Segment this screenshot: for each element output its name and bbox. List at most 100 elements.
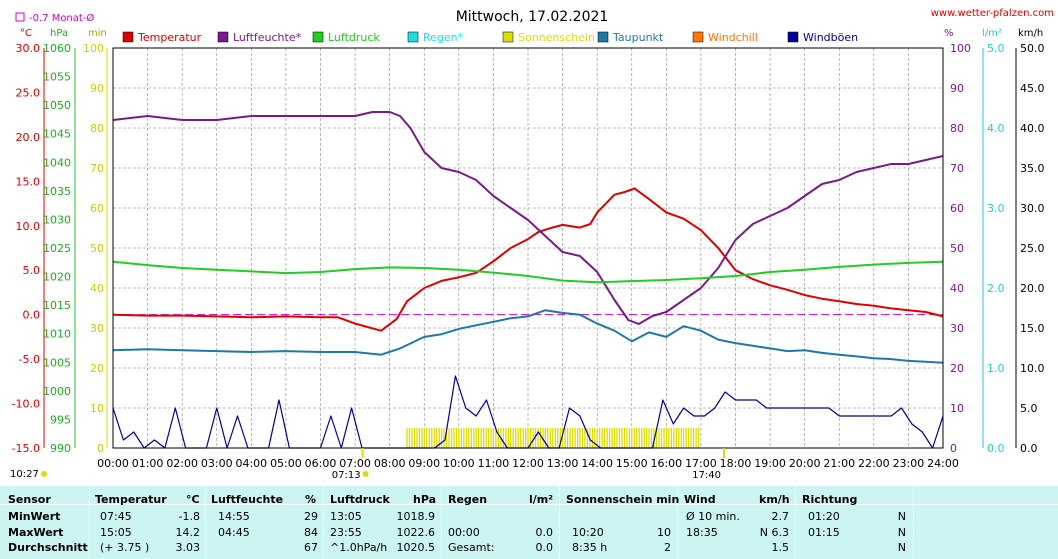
- time-tick-label: 20:00: [789, 457, 821, 470]
- minutes-tick-label: 20: [90, 362, 104, 375]
- legend-label-6: Windchill: [708, 31, 758, 44]
- website-link[interactable]: www.wetter-pfalzen.com: [931, 8, 1054, 19]
- sunshine-bar: [458, 428, 475, 448]
- minutes-unit-label: min: [88, 28, 107, 39]
- statistics-table: Sensor Temperatur °C Luftfeuchte % Luftd…: [0, 486, 1058, 559]
- legend-swatch-1: [217, 31, 229, 43]
- monthly-deviation-swatch: [15, 12, 25, 22]
- pressure-tick-label: 1055: [43, 71, 71, 84]
- wind-tick-label: 0.0: [1020, 442, 1038, 455]
- temp-tick-label: 20.0: [16, 131, 41, 144]
- plot-frame: [112, 47, 944, 449]
- stats-cell-label: MinWert: [8, 510, 61, 523]
- stats-cell-temp-time: 15:05: [100, 525, 132, 539]
- stats-cell-wind-time: 18:35: [686, 525, 718, 539]
- legend-label-5: Taupunkt: [612, 31, 664, 44]
- stats-cell-dir-time: 01:15: [808, 525, 840, 539]
- time-tick-label: 09:00: [408, 457, 440, 470]
- stats-header-temp-unit: °C: [186, 493, 200, 506]
- temp-tick-label: 30.0: [16, 42, 41, 55]
- time-tick-label: 10:00: [443, 457, 475, 470]
- wind-unit-label: km/h: [1018, 28, 1043, 39]
- sunshine-bar: [561, 428, 579, 448]
- stats-cell-temp-val: 14.2: [175, 525, 201, 539]
- wind-tick-label: 5.0: [1020, 402, 1038, 415]
- wind-tick-label: 10.0: [1020, 362, 1045, 375]
- weather-chart: Mittwoch, 17.02.2021 www.wetter-pfalzen.…: [10, 8, 1054, 481]
- stats-cell-temp-val: -1.8: [178, 510, 200, 523]
- sunset-label: 17:40: [692, 470, 721, 481]
- minutes-tick-label: 10: [90, 402, 104, 415]
- time-tick-label: 24:00: [927, 457, 959, 470]
- legend-swatch-6: [692, 31, 704, 43]
- rain-tick-label: 5.0: [987, 42, 1005, 55]
- stats-cell-wind-val: 2.7: [771, 510, 790, 523]
- wind-tick-label: 30.0: [1020, 202, 1045, 215]
- pressure-tick-label: 1030: [43, 213, 71, 226]
- humidity-tick-label: 0: [950, 442, 957, 455]
- series-luftdruck-line: [112, 260, 944, 284]
- time-tick-label: 13:00: [547, 457, 579, 470]
- rain-tick-label: 3.0: [987, 202, 1005, 215]
- moon-time-label: 10:27: [10, 469, 39, 480]
- stats-cell-rain-val: 0.0: [535, 541, 554, 554]
- rain-tick-label: 4.0: [987, 122, 1005, 135]
- legend: Temperatur Luftfeuchte* Luftdruck Regen* Son…: [122, 31, 858, 44]
- humidity-tick-label: 90: [950, 82, 964, 95]
- temp-tick-label: 10.0: [16, 220, 41, 233]
- time-tick-label: 03:00: [201, 457, 233, 470]
- humidity-tick-label: 50: [950, 242, 964, 255]
- stats-header-wind: Wind: [684, 493, 716, 506]
- legend-swatch-3: [407, 31, 419, 43]
- minutes-tick-label: 100: [83, 42, 104, 55]
- time-tick-label: 16:00: [650, 457, 682, 470]
- sunrise-sun-icon: [362, 471, 369, 477]
- wind-tick-label: 40.0: [1020, 122, 1045, 135]
- legend-swatch-4: [502, 31, 514, 43]
- stats-cell-rain-time: 00:00: [448, 525, 480, 539]
- time-tick-label: 04:00: [235, 457, 267, 470]
- time-tick-label: 08:00: [374, 457, 406, 470]
- wind-tick-label: 50.0: [1020, 42, 1045, 55]
- rain-unit-label: l/m²: [982, 28, 1002, 39]
- stats-cell-label: MaxWert: [8, 525, 64, 539]
- pressure-tick-label: 1015: [43, 299, 71, 312]
- stats-cell-press-time: ^1.0hPa/h: [330, 541, 388, 554]
- temp-tick-label: -5.0: [19, 353, 40, 366]
- time-tick-label: 18:00: [720, 457, 752, 470]
- stats-cell-dir-time: 01:20: [808, 510, 840, 523]
- sunshine-bar: [596, 428, 613, 448]
- stats-cell-rain-time: Gesamt:: [448, 541, 495, 554]
- stats-cell-wind-val: N 6.3: [759, 525, 789, 539]
- wind-tick-label: 35.0: [1020, 162, 1045, 175]
- humidity-tick-label: 70: [950, 162, 964, 175]
- humidity-tick-label: 100: [950, 42, 971, 55]
- humidity-tick-label: 20: [950, 362, 964, 375]
- stats-cell-temp-time: 07:45: [100, 510, 132, 523]
- time-tick-label: 21:00: [823, 457, 855, 470]
- sunshine-bar: [613, 428, 631, 448]
- minutes-tick-label: 60: [90, 202, 104, 215]
- stats-header-wind-unit: km/h: [759, 493, 790, 506]
- series-taupunkt-line: [112, 309, 944, 364]
- legend-label-4: Sonnenschein: [518, 31, 595, 44]
- pressure-tick-label: 1045: [43, 128, 71, 141]
- humidity-tick-label: 60: [950, 202, 964, 215]
- stats-cell-wind-time: Ø 10 min.: [686, 510, 740, 523]
- stats-cell-sun-val: 10: [657, 525, 671, 539]
- series-luftfeuchte-line: [112, 111, 944, 325]
- stats-cell-hum-val: 84: [304, 525, 318, 539]
- sunshine-bar: [631, 428, 648, 448]
- chart-title: Mittwoch, 17.02.2021: [456, 9, 609, 25]
- stats-cell-hum-time: 04:45: [218, 525, 250, 539]
- sunshine-bar: [579, 428, 596, 448]
- time-tick-label: 22:00: [858, 457, 890, 470]
- sunrise-label: 07:13: [332, 470, 361, 481]
- pressure-tick-label: 1060: [43, 42, 71, 55]
- legend-label-2: Luftdruck: [328, 31, 380, 44]
- pressure-tick-label: 995: [50, 413, 71, 426]
- time-tick-label: 19:00: [754, 457, 786, 470]
- minutes-tick-label: 80: [90, 122, 104, 135]
- stats-cell-temp-time: (+ 3.75 ): [100, 541, 150, 554]
- stats-header-rain: Regen: [448, 493, 488, 506]
